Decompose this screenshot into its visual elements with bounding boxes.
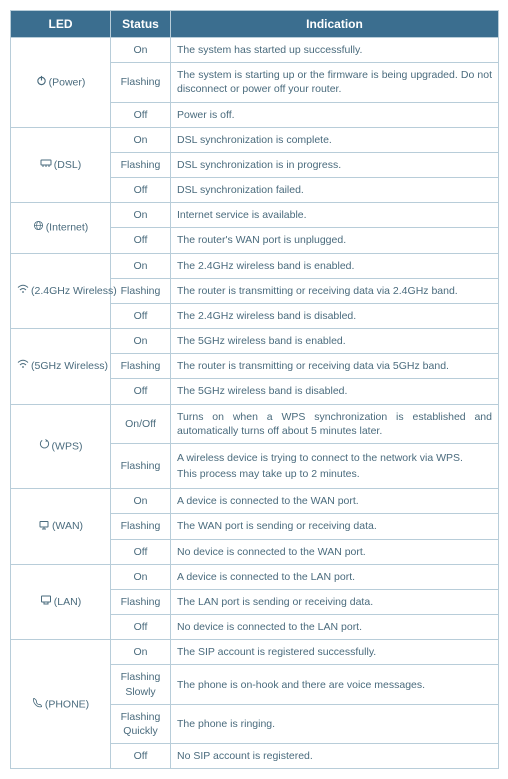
header-row: LED Status Indication [11, 11, 499, 38]
status-cell: Off [111, 303, 171, 328]
status-cell: Flashing [111, 354, 171, 379]
indication-cell: A device is connected to the WAN port. [171, 489, 499, 514]
indication-cell: No SIP account is registered. [171, 744, 499, 769]
internet-icon [33, 220, 44, 235]
indication-line: A wireless device is trying to connect t… [177, 451, 492, 465]
indication-cell: The 5GHz wireless band is enabled. [171, 329, 499, 354]
led-cell: (5GHz Wireless) [11, 329, 111, 405]
status-cell: Off [111, 615, 171, 640]
status-cell: Flashing [111, 514, 171, 539]
table-row: (WPS)On/OffTurns on when a WPS synchroni… [11, 404, 499, 443]
indication-cell: The router is transmitting or receiving … [171, 278, 499, 303]
status-cell: On [111, 127, 171, 152]
indication-cell: The phone is ringing. [171, 704, 499, 743]
table-row: (5GHz Wireless)OnThe 5GHz wireless band … [11, 329, 499, 354]
phone-icon [32, 697, 43, 712]
led-cell: (2.4GHz Wireless) [11, 253, 111, 329]
status-cell: On [111, 253, 171, 278]
status-cell: Off [111, 379, 171, 404]
led-label: (DSL) [54, 159, 81, 171]
led-label: (WAN) [52, 520, 83, 532]
header-indication: Indication [171, 11, 499, 38]
table-row: (2.4GHz Wireless)OnThe 2.4GHz wireless b… [11, 253, 499, 278]
led-cell: (WAN) [11, 489, 111, 565]
indication-cell: DSL synchronization failed. [171, 178, 499, 203]
status-cell: On [111, 38, 171, 63]
indication-cell: The 2.4GHz wireless band is enabled. [171, 253, 499, 278]
indication-cell: No device is connected to the WAN port. [171, 539, 499, 564]
status-cell: Flashing [111, 63, 171, 102]
led-label: (Power) [49, 76, 86, 88]
header-led: LED [11, 11, 111, 38]
status-cell: Flashing [111, 589, 171, 614]
status-cell: On [111, 489, 171, 514]
led-cell: (WPS) [11, 404, 111, 489]
status-cell: Flashing Quickly [111, 704, 171, 743]
status-cell: Off [111, 102, 171, 127]
led-label: (Internet) [46, 222, 89, 234]
indication-cell: No device is connected to the LAN port. [171, 615, 499, 640]
indication-line: This process may take up to 2 minutes. [177, 467, 492, 481]
led-cell: (DSL) [11, 127, 111, 203]
status-cell: Flashing Slowly [111, 665, 171, 704]
status-cell: Flashing [111, 278, 171, 303]
led-cell: (PHONE) [11, 640, 111, 769]
indication-cell: A device is connected to the LAN port. [171, 564, 499, 589]
led-label: (PHONE) [45, 698, 89, 710]
led-label: (5GHz Wireless) [31, 360, 108, 372]
table-row: (Power)OnThe system has started up succe… [11, 38, 499, 63]
header-status: Status [111, 11, 171, 38]
wifi-icon [17, 284, 29, 298]
status-cell: Flashing [111, 443, 171, 488]
wifi-icon [17, 359, 29, 373]
indication-cell: The router's WAN port is unplugged. [171, 228, 499, 253]
indication-cell: The 5GHz wireless band is disabled. [171, 379, 499, 404]
power-icon [36, 75, 47, 90]
dsl-icon [40, 158, 52, 172]
status-cell: Off [111, 539, 171, 564]
indication-cell: Internet service is available. [171, 203, 499, 228]
table-row: (PHONE)OnThe SIP account is registered s… [11, 640, 499, 665]
indication-cell: The system has started up successfully. [171, 38, 499, 63]
status-cell: Off [111, 744, 171, 769]
status-cell: Off [111, 178, 171, 203]
table-row: (Internet)OnInternet service is availabl… [11, 203, 499, 228]
indication-cell: The 2.4GHz wireless band is disabled. [171, 303, 499, 328]
wan-icon [38, 520, 50, 534]
indication-cell: DSL synchronization is in progress. [171, 152, 499, 177]
led-cell: (Internet) [11, 203, 111, 253]
indication-cell: The SIP account is registered successful… [171, 640, 499, 665]
indication-cell: The router is transmitting or receiving … [171, 354, 499, 379]
led-cell: (LAN) [11, 564, 111, 640]
indication-cell: A wireless device is trying to connect t… [171, 443, 499, 488]
status-cell: On [111, 329, 171, 354]
status-cell: On/Off [111, 404, 171, 443]
lan-icon [40, 595, 52, 609]
indication-cell: Power is off. [171, 102, 499, 127]
table-row: (WAN)OnA device is connected to the WAN … [11, 489, 499, 514]
led-table: LED Status Indication (Power)OnThe syste… [10, 10, 499, 769]
indication-cell: The system is starting up or the firmwar… [171, 63, 499, 102]
table-row: (LAN)OnA device is connected to the LAN … [11, 564, 499, 589]
indication-cell: The phone is on-hook and there are voice… [171, 665, 499, 704]
led-label: (LAN) [54, 596, 81, 608]
led-cell: (Power) [11, 38, 111, 128]
table-row: (DSL)OnDSL synchronization is complete. [11, 127, 499, 152]
indication-cell: DSL synchronization is complete. [171, 127, 499, 152]
status-cell: Off [111, 228, 171, 253]
status-cell: On [111, 564, 171, 589]
indication-cell: Turns on when a WPS synchronization is e… [171, 404, 499, 443]
led-label: (2.4GHz Wireless) [31, 285, 117, 297]
status-cell: On [111, 640, 171, 665]
indication-cell: The LAN port is sending or receiving dat… [171, 589, 499, 614]
wps-icon [39, 439, 50, 454]
status-cell: On [111, 203, 171, 228]
indication-cell: The WAN port is sending or receiving dat… [171, 514, 499, 539]
led-label: (WPS) [52, 440, 83, 452]
status-cell: Flashing [111, 152, 171, 177]
